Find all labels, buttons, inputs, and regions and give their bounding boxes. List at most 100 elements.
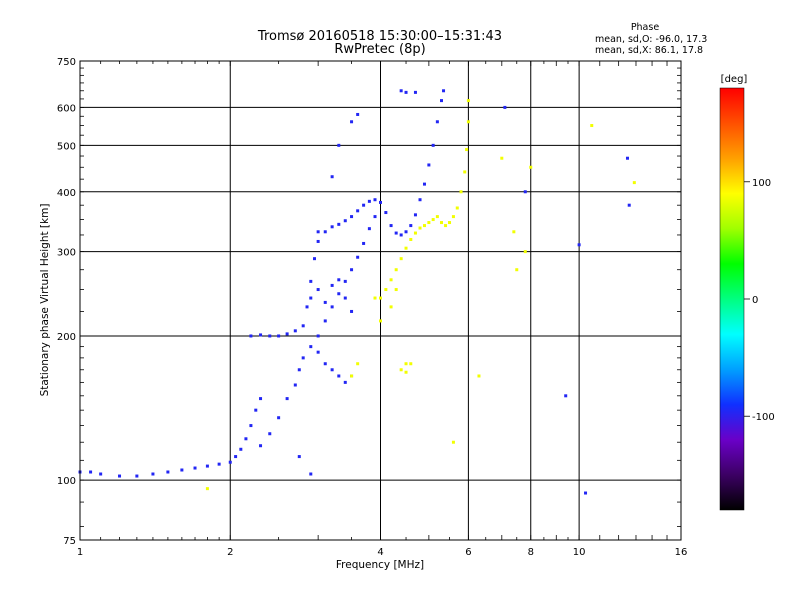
echo-point-x bbox=[523, 250, 527, 254]
echo-point-o bbox=[316, 350, 320, 354]
echo-point-x bbox=[409, 237, 413, 241]
echo-point-o bbox=[180, 468, 184, 472]
echo-point-x bbox=[413, 231, 417, 235]
echo-point-x bbox=[404, 370, 408, 374]
echo-point-x bbox=[389, 278, 393, 282]
y-tick-label: 75 bbox=[63, 536, 76, 547]
phase-info-heading: Phase bbox=[631, 22, 660, 33]
y-tick-label: 100 bbox=[57, 476, 76, 487]
echo-point-o bbox=[151, 472, 155, 476]
colorbar-tick-label: -100 bbox=[752, 412, 775, 423]
echo-point-o bbox=[503, 105, 507, 109]
echo-point-o bbox=[118, 474, 122, 478]
echo-point-x bbox=[500, 156, 504, 160]
echo-point-x bbox=[466, 120, 470, 124]
echo-point-o bbox=[350, 309, 354, 313]
echo-point-x bbox=[379, 296, 382, 300]
echo-point-x bbox=[529, 165, 533, 169]
echo-point-o bbox=[309, 472, 313, 476]
phase-info-x-mode: mean, sd,X: 86.1, 17.8 bbox=[595, 45, 703, 56]
echo-point-x bbox=[394, 288, 398, 292]
echo-point-o bbox=[564, 394, 568, 398]
y-tick-label: 200 bbox=[57, 332, 76, 343]
echo-point-o bbox=[373, 198, 377, 202]
echo-point-x bbox=[448, 221, 452, 225]
echo-point-x bbox=[444, 224, 448, 228]
echo-point-o bbox=[356, 209, 360, 213]
echo-point-x bbox=[451, 440, 455, 444]
echo-point-o bbox=[259, 444, 263, 448]
echo-point-o bbox=[379, 200, 382, 204]
x-tick-label: 16 bbox=[675, 547, 688, 558]
echo-point-x bbox=[389, 305, 393, 309]
colorbar-label: [deg] bbox=[721, 74, 748, 85]
echo-point-o bbox=[89, 470, 93, 474]
echo-point-o bbox=[399, 89, 403, 93]
phase-info-o-mode: mean, sd,O: -96.0, 17.3 bbox=[595, 34, 707, 45]
echo-point-x bbox=[404, 362, 408, 366]
echo-point-o bbox=[323, 300, 327, 304]
echo-point-o bbox=[394, 231, 398, 235]
echo-point-o bbox=[316, 334, 320, 338]
echo-point-o bbox=[330, 305, 334, 309]
y-tick-label: 300 bbox=[57, 248, 76, 259]
echo-point-x bbox=[399, 368, 403, 372]
echo-point-o bbox=[384, 211, 388, 215]
echo-point-o bbox=[205, 464, 209, 468]
echo-point-o bbox=[431, 143, 435, 147]
echo-point-x bbox=[399, 257, 403, 261]
echo-point-x bbox=[373, 296, 377, 300]
echo-point-o bbox=[404, 230, 408, 234]
echo-point-o bbox=[293, 329, 297, 333]
echo-point-o bbox=[356, 255, 360, 259]
echo-point-o bbox=[301, 324, 305, 328]
echo-point-o bbox=[259, 333, 263, 337]
echo-point-o bbox=[343, 380, 347, 384]
echo-point-o bbox=[413, 90, 417, 94]
echo-point-o bbox=[297, 368, 301, 372]
echo-point-o bbox=[268, 334, 272, 338]
echo-point-o bbox=[259, 397, 263, 401]
echo-point-o bbox=[244, 437, 248, 441]
echo-point-o bbox=[277, 334, 281, 338]
echo-point-o bbox=[309, 345, 313, 349]
echo-point-o bbox=[254, 408, 258, 412]
echo-point-o bbox=[99, 472, 103, 476]
echo-point-x bbox=[205, 487, 209, 491]
echo-point-o bbox=[323, 362, 327, 366]
echo-point-o bbox=[625, 156, 629, 160]
echo-point-o bbox=[239, 447, 243, 451]
echo-point-o bbox=[135, 474, 139, 478]
echo-point-o bbox=[523, 190, 527, 194]
echo-point-o bbox=[337, 374, 341, 378]
echo-point-o bbox=[297, 455, 301, 459]
y-axis-title: Stationary phase Virtual Height [km] bbox=[39, 204, 51, 397]
echo-point-x bbox=[379, 319, 382, 323]
echo-point-o bbox=[343, 296, 347, 300]
y-tick-label: 600 bbox=[57, 103, 76, 114]
echo-point-x bbox=[427, 221, 431, 225]
y-tick-label: 400 bbox=[57, 188, 76, 199]
echo-point-x bbox=[409, 362, 413, 366]
echo-point-o bbox=[316, 288, 320, 292]
echo-point-o bbox=[316, 230, 320, 234]
echo-point-o bbox=[362, 241, 366, 245]
echo-point-o bbox=[309, 296, 313, 300]
echo-point-o bbox=[285, 332, 289, 336]
plot-points bbox=[78, 89, 636, 495]
echo-point-o bbox=[367, 199, 371, 203]
echo-point-o bbox=[577, 243, 581, 247]
echo-point-x bbox=[512, 230, 516, 234]
echo-point-x bbox=[466, 99, 470, 103]
colorbar-ticks: 100 0 -100 bbox=[744, 178, 775, 423]
echo-point-x bbox=[515, 268, 519, 272]
echo-point-o bbox=[228, 460, 232, 464]
echo-point-o bbox=[362, 203, 366, 207]
echo-point-o bbox=[373, 215, 377, 219]
echo-point-o bbox=[234, 455, 238, 459]
echo-point-x bbox=[459, 190, 463, 194]
echo-point-x bbox=[463, 170, 467, 174]
echo-point-o bbox=[323, 319, 327, 323]
echo-point-o bbox=[249, 334, 253, 338]
